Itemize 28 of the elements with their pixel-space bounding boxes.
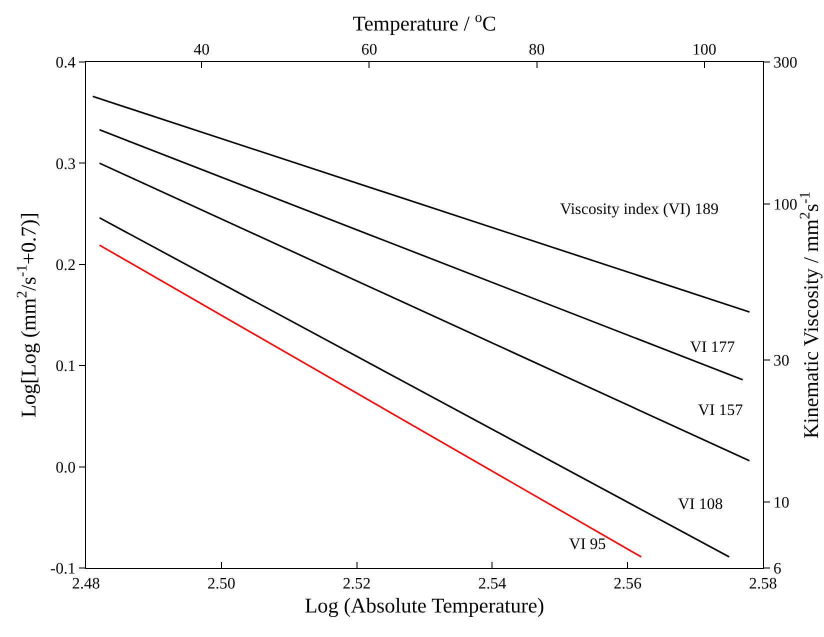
x2-tick-label: 80 — [528, 41, 545, 58]
y-tick-label: 0.1 — [56, 358, 76, 376]
series-label: VI 157 — [698, 402, 743, 419]
x-tick-label: 2.48 — [72, 575, 100, 592]
x2-axis-title: Temperature / $^{o}$C — [352, 10, 496, 36]
y-tick-label: 0.3 — [56, 156, 76, 173]
y2-tick-label: 10 — [773, 494, 790, 512]
y2-tick-label: 30 — [773, 352, 790, 370]
y-tick-label: 0.4 — [56, 54, 76, 72]
series-label: VI 108 — [678, 496, 723, 513]
y2-tick-label: 300 — [773, 54, 798, 72]
x-tick-label: 2.52 — [342, 575, 371, 592]
series-label: Viscosity index (VI) 189 — [560, 201, 719, 218]
x2-tick-label: 60 — [361, 41, 378, 58]
x-axis-title: Log (Absolute Temperature) — [304, 594, 544, 618]
series-label: VI 95 — [569, 536, 606, 553]
x-tick-label: 2.54 — [478, 575, 506, 592]
x-tick-label: 2.58 — [749, 575, 777, 592]
x2-tick-label: 100 — [692, 41, 716, 58]
y-tick-label: -0.1 — [50, 560, 76, 578]
x2-tick-label: 40 — [194, 41, 210, 58]
x-tick-label: 2.56 — [614, 575, 642, 592]
series-label: VI 177 — [690, 339, 735, 356]
y2-tick-label: 100 — [773, 196, 798, 214]
y-tick-label: 0.0 — [56, 459, 76, 476]
x-tick-label: 2.50 — [207, 575, 236, 592]
y2-tick-label: 6 — [773, 560, 782, 578]
y-tick-label: 0.2 — [56, 257, 76, 274]
